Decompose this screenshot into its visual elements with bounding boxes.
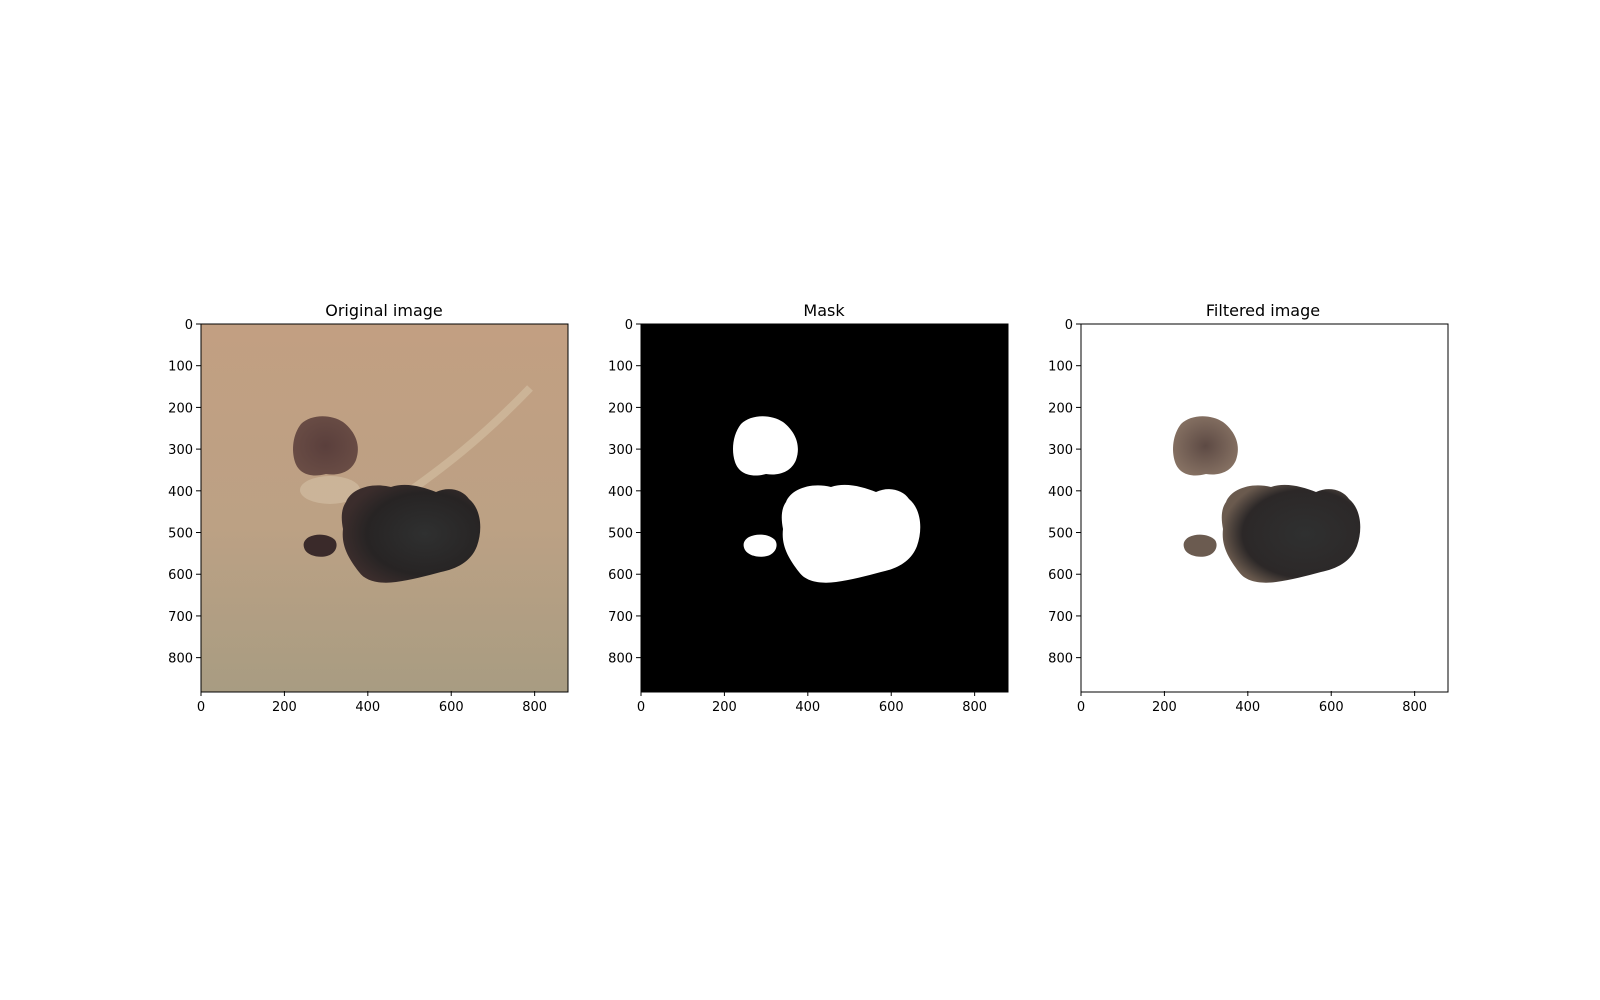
filtered-image <box>1081 324 1448 692</box>
x-tick-label: 600 <box>1319 700 1344 715</box>
x-tick-label: 400 <box>355 700 380 715</box>
y-tick-label: 800 <box>168 652 193 667</box>
y-axis-ticks-mask: 0 100 200 300 400 500 600 700 800 <box>608 318 641 667</box>
y-axis-ticks-original: 0 100 200 300 400 500 600 700 800 <box>168 318 201 667</box>
x-tick-label: 600 <box>439 700 464 715</box>
y-tick-label: 200 <box>168 401 193 416</box>
y-tick-label: 0 <box>185 318 193 333</box>
panel-filtered: Filtered image 0 200 400 600 800 0 100 200 300 4… <box>1048 301 1449 715</box>
y-tick-label: 200 <box>608 401 633 416</box>
y-tick-label: 700 <box>608 610 633 625</box>
y-tick-label: 400 <box>168 485 193 500</box>
x-tick-label: 200 <box>1152 700 1177 715</box>
panel-title-mask: Mask <box>803 301 845 320</box>
y-tick-label: 100 <box>608 360 633 375</box>
y-tick-label: 400 <box>608 485 633 500</box>
panel-mask: Mask 0 200 400 600 800 0 100 200 300 400 500 600 70… <box>608 301 1009 715</box>
x-tick-label: 200 <box>272 700 297 715</box>
x-tick-label: 0 <box>637 700 645 715</box>
y-tick-label: 700 <box>168 610 193 625</box>
y-tick-label: 300 <box>608 443 633 458</box>
y-tick-label: 600 <box>1048 568 1073 583</box>
y-tick-label: 800 <box>608 652 633 667</box>
y-axis-ticks-filtered: 0 100 200 300 400 500 600 700 800 <box>1048 318 1081 667</box>
y-tick-label: 100 <box>168 360 193 375</box>
y-tick-label: 800 <box>1048 652 1073 667</box>
original-image <box>201 324 568 692</box>
y-tick-label: 200 <box>1048 401 1073 416</box>
x-tick-label: 400 <box>795 700 820 715</box>
x-tick-label: 200 <box>712 700 737 715</box>
x-tick-label: 800 <box>962 700 987 715</box>
mask-image <box>641 324 1008 692</box>
x-tick-label: 600 <box>879 700 904 715</box>
y-tick-label: 700 <box>1048 610 1073 625</box>
x-tick-label: 800 <box>1402 700 1427 715</box>
y-tick-label: 500 <box>1048 527 1073 542</box>
y-tick-label: 400 <box>1048 485 1073 500</box>
y-tick-label: 500 <box>168 527 193 542</box>
x-tick-label: 800 <box>522 700 547 715</box>
y-tick-label: 300 <box>168 443 193 458</box>
y-tick-label: 0 <box>625 318 633 333</box>
y-tick-label: 500 <box>608 527 633 542</box>
panel-title-original: Original image <box>325 301 443 320</box>
x-tick-label: 0 <box>197 700 205 715</box>
panel-title-filtered: Filtered image <box>1206 301 1320 320</box>
y-tick-label: 600 <box>608 568 633 583</box>
y-tick-label: 600 <box>168 568 193 583</box>
y-tick-label: 100 <box>1048 360 1073 375</box>
x-tick-label: 0 <box>1077 700 1085 715</box>
x-axis-ticks-mask: 0 200 400 600 800 <box>637 691 987 715</box>
x-axis-ticks-filtered: 0 200 400 600 800 <box>1077 691 1427 715</box>
x-tick-label: 400 <box>1235 700 1260 715</box>
panel-original: Original image 0 200 400 600 800 0 100 200 300 4… <box>168 301 569 715</box>
y-tick-label: 0 <box>1065 318 1073 333</box>
x-axis-ticks-original: 0 200 400 600 800 <box>197 691 547 715</box>
y-tick-label: 300 <box>1048 443 1073 458</box>
